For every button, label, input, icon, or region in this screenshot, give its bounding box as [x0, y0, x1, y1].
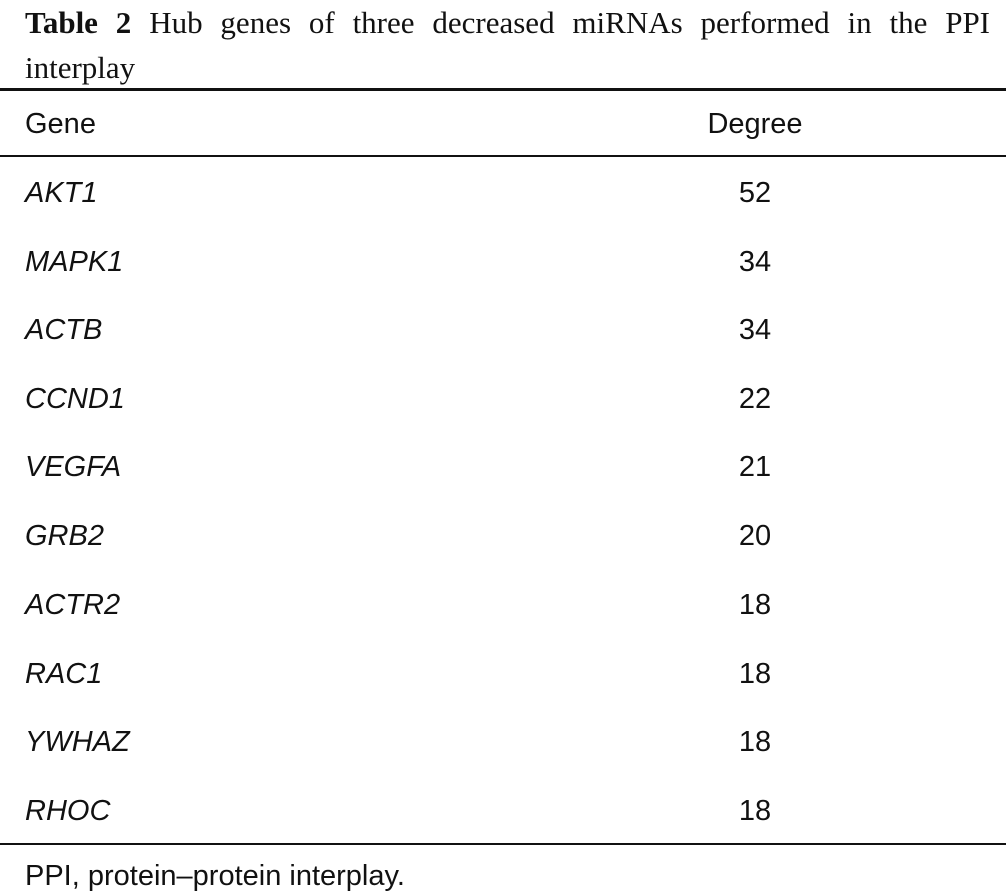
table-row: ACTR2 18	[0, 585, 1006, 625]
table-row: AKT1 52	[0, 173, 1006, 213]
gene-cell: AKT1	[25, 177, 98, 209]
degree-cell: 34	[738, 246, 772, 278]
gene-cell: VEGFA	[25, 451, 122, 483]
table-caption-text: Hub genes of three decreased miRNAs perf…	[25, 5, 991, 85]
table-row: RAC1 18	[0, 654, 1006, 694]
gene-cell: ACTB	[25, 314, 103, 346]
table-header-row: Gene Degree	[0, 104, 1006, 144]
table-row: VEGFA 21	[0, 447, 1006, 487]
table-caption: Table 2 Hub genes of three decreased miR…	[25, 0, 990, 90]
gene-cell: RHOC	[25, 795, 111, 827]
degree-cell: 18	[738, 658, 772, 690]
table-row: ACTB 34	[0, 310, 1006, 350]
degree-cell: 20	[738, 520, 772, 552]
degree-cell: 22	[738, 383, 772, 415]
degree-cell: 18	[738, 795, 772, 827]
table-row: RHOC 18	[0, 791, 1006, 831]
table-row: CCND1 22	[0, 379, 1006, 419]
degree-cell: 18	[738, 726, 772, 758]
degree-cell: 21	[738, 451, 772, 483]
table-caption-label: Table 2	[25, 5, 132, 40]
gene-cell: GRB2	[25, 520, 104, 552]
gene-cell: RAC1	[25, 658, 103, 690]
column-header-degree: Degree	[707, 108, 803, 140]
degree-cell: 52	[738, 177, 772, 209]
table-bottom-rule	[0, 843, 1006, 845]
table-top-rule	[0, 88, 1006, 91]
degree-cell: 18	[738, 589, 772, 621]
table-row: GRB2 20	[0, 516, 1006, 556]
table-header-rule	[0, 155, 1006, 157]
degree-cell: 34	[738, 314, 772, 346]
gene-cell: ACTR2	[25, 589, 121, 621]
gene-cell: CCND1	[25, 383, 125, 415]
table-row: YWHAZ 18	[0, 722, 1006, 762]
table-row: MAPK1 34	[0, 242, 1006, 282]
gene-cell: YWHAZ	[25, 726, 130, 758]
column-header-gene: Gene	[25, 108, 96, 140]
gene-cell: MAPK1	[25, 246, 124, 278]
table-footnote: PPI, protein–protein interplay.	[25, 860, 405, 892]
